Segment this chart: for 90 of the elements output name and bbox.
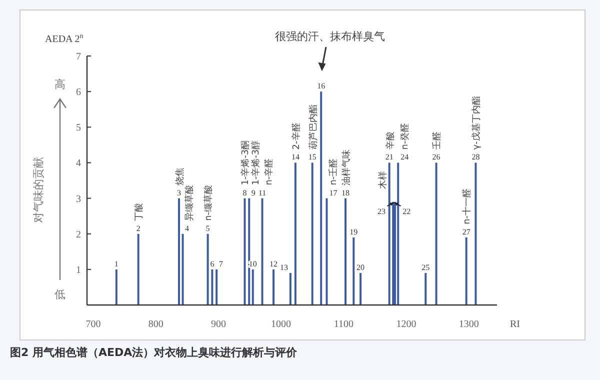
text: 低 [54, 288, 66, 301]
annotation: n-辛醛 [264, 158, 275, 186]
annotation: 21 [385, 152, 394, 162]
y-tick-label: 4 [76, 158, 81, 170]
annotation: 15 [308, 152, 316, 162]
x-tick-label: 1200 [396, 319, 416, 330]
text: 高 [54, 78, 66, 91]
y-tick-label: 6 [76, 87, 81, 98]
y-axis-title: AEDA 2$^{n}$ [45, 32, 84, 45]
bar [344, 198, 347, 305]
text: 很强的汗、抹布样臭气 [275, 30, 385, 43]
bar [352, 237, 355, 305]
annotation: 3 [177, 188, 182, 198]
x-tick-label: 1000 [271, 319, 292, 330]
bar [211, 269, 214, 305]
annotation: 1-辛烯-3酮 [240, 140, 252, 186]
bar [137, 234, 140, 305]
annotation: 17 [329, 188, 338, 198]
annotation: 葫芦巴内酯 [308, 104, 319, 150]
y-tick-label: 7 [76, 52, 81, 62]
annotation: 7 [218, 259, 223, 268]
x-axis-title: RI [510, 319, 520, 330]
annotation: 2-辛醛 [290, 122, 302, 150]
annotation: 23 [377, 206, 386, 216]
caption: 图2 用气相色谱（AEDA法）对衣物上臭味进行解析与评价 [10, 346, 298, 359]
annotation: 18 [342, 188, 350, 198]
annotation: 2 [136, 224, 140, 233]
bar [115, 269, 118, 305]
annotation: 27 [462, 227, 470, 236]
bar [244, 198, 246, 305]
bar [252, 269, 254, 305]
annotation: 25 [422, 262, 430, 272]
annotation: n-十一醛 [462, 188, 473, 224]
annotation: 壬醛 [432, 132, 443, 150]
x-tick-label: 900 [210, 319, 226, 330]
annotation: 9 [251, 188, 256, 198]
annotation: γ-戊基丁内酯 [471, 96, 482, 150]
annotation: 13 [280, 262, 288, 272]
bar [320, 92, 322, 305]
annotation: n-壬醛 [328, 158, 340, 186]
bar [424, 272, 427, 305]
annotation: 木样 [378, 170, 389, 189]
bar [474, 162, 477, 305]
annotation: 5 [206, 224, 210, 233]
x-tick-label: 800 [148, 319, 164, 330]
annotation: 28 [472, 152, 480, 162]
annotation: 1-辛烯-3醇 [250, 140, 262, 186]
bar [294, 162, 296, 305]
annotation: 1 [114, 259, 118, 268]
annotation: 12 [270, 259, 278, 268]
bar [216, 269, 218, 305]
bar [465, 237, 468, 305]
annotation: 20 [356, 262, 365, 272]
annotation: 24 [400, 152, 409, 162]
bar [178, 198, 180, 305]
x-tick-label: 700 [86, 319, 101, 330]
annotation: 26 [432, 152, 440, 162]
y-tick-label: 5 [76, 122, 81, 134]
bar [311, 162, 314, 305]
annotation: 22 [402, 206, 411, 216]
annotation: n-癸醛 [400, 122, 411, 150]
bar [326, 198, 328, 305]
annotation: 11 [258, 188, 266, 198]
annotation: 6 [210, 259, 214, 268]
x-tick-label: 1100 [334, 319, 354, 330]
text: 对气味的贡献 [32, 157, 45, 223]
y-tick-label: 2 [76, 229, 81, 240]
bar [435, 162, 438, 305]
annotation: 16 [317, 82, 326, 91]
y-tick-label: 3 [76, 194, 81, 205]
bar [182, 234, 184, 305]
bar [289, 272, 292, 305]
bar [206, 234, 209, 305]
annotation: 14 [291, 152, 300, 162]
x-tick-label: 1300 [458, 319, 479, 330]
bar [388, 162, 390, 305]
y-tick-label: 1 [76, 264, 81, 276]
annotation: n-缬草酸 [203, 184, 214, 221]
bar [261, 198, 264, 305]
bar [248, 198, 250, 305]
bar [272, 269, 275, 305]
annotation: 丁酸 [134, 202, 145, 221]
annotation: 19 [350, 227, 358, 236]
bar [360, 272, 362, 305]
annotation: 烧焦 [174, 167, 186, 186]
annotation: 辛酸 [384, 132, 396, 150]
annotation: 油样气味 [340, 149, 352, 186]
annotation: 8 [242, 188, 247, 198]
annotation: 4 [185, 224, 190, 233]
annotation: 异缬草酸 [184, 184, 196, 221]
